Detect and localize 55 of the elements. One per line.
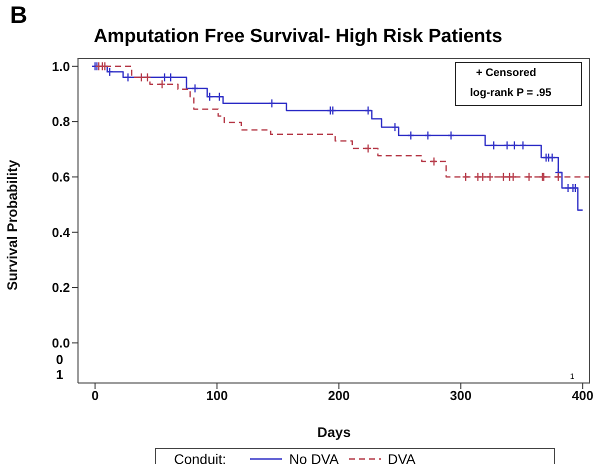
point: [138, 72, 146, 82]
point: [158, 80, 166, 89]
point: [364, 106, 372, 116]
chart-title: Amputation Free Survival- High Risk Patients: [94, 26, 502, 47]
annotation: 1: [570, 372, 574, 381]
point: [510, 172, 517, 182]
point: [548, 152, 556, 162]
point: [424, 130, 432, 140]
point: [525, 172, 533, 182]
point: [206, 92, 214, 102]
point: [462, 172, 470, 182]
annotation: log-rank P = .95: [470, 87, 552, 99]
y-tick-label: 0.0: [52, 336, 70, 351]
point: [564, 183, 572, 193]
point: [500, 172, 508, 182]
legend-label: No DVA: [289, 451, 339, 464]
legend-label: DVA: [388, 451, 416, 464]
x-tick-label: 200: [328, 388, 350, 404]
x-tick-label: 300: [450, 388, 472, 404]
x-tick-label: 100: [206, 388, 228, 404]
y-tick-label: 1.0: [52, 58, 70, 74]
text: 0 1: [56, 352, 64, 382]
point: [479, 172, 486, 182]
point: [124, 72, 132, 82]
y-tick-label: 0.2: [52, 280, 70, 296]
y-tick-label: 0.6: [52, 170, 70, 185]
point: [216, 92, 224, 102]
annotation: + Censored: [476, 67, 536, 79]
point: [519, 140, 527, 150]
point: [474, 172, 482, 182]
y-tick-label: 0.4: [52, 224, 71, 240]
point: [510, 140, 518, 150]
point: [364, 144, 372, 154]
point: [268, 98, 276, 108]
point: [430, 156, 438, 166]
point: [447, 130, 455, 140]
point: [490, 140, 498, 150]
x-tick-label: 0: [91, 388, 99, 404]
point: [106, 67, 114, 76]
point: [160, 72, 168, 82]
point: [144, 72, 152, 82]
point: [326, 106, 334, 116]
y-tick-label: 0.8: [52, 114, 70, 130]
point: [167, 72, 174, 82]
x-tick-label: 400: [572, 388, 594, 404]
y-axis-title: Survival Probability: [4, 160, 20, 290]
legend-title: Conduit:: [174, 451, 226, 464]
point: [486, 172, 494, 182]
point: [503, 140, 511, 150]
point: [391, 122, 399, 132]
text: B: [10, 2, 28, 30]
point: [407, 130, 414, 140]
x-axis-title: Days: [317, 424, 351, 440]
point: [191, 84, 199, 94]
point: [554, 172, 562, 182]
